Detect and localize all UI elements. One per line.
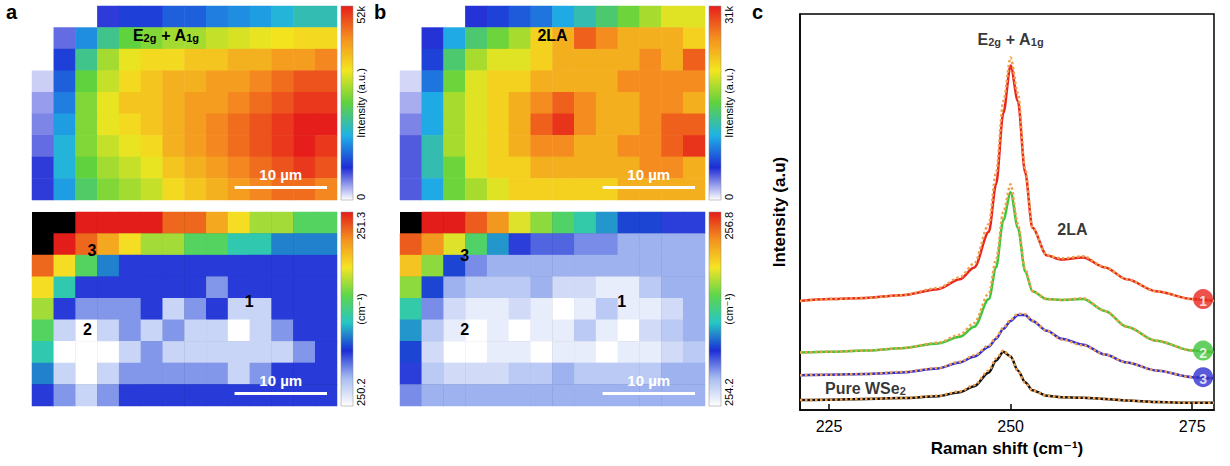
svg-text:250.2: 250.2 [355, 378, 367, 406]
svg-text:(cm⁻¹): (cm⁻¹) [723, 293, 735, 324]
svg-text:250: 250 [997, 418, 1024, 435]
svg-text:Intensity (a.u.): Intensity (a.u.) [723, 68, 735, 138]
svg-text:3: 3 [88, 242, 97, 259]
svg-text:1g: 1g [186, 32, 199, 44]
svg-text:1: 1 [245, 293, 254, 310]
svg-text:2g: 2g [988, 36, 1001, 48]
svg-text:1g: 1g [1031, 36, 1044, 48]
svg-text:10 µm: 10 µm [259, 166, 302, 183]
svg-text:+ A: + A [1001, 31, 1031, 48]
svg-text:Intensity (a.u): Intensity (a.u) [770, 157, 789, 268]
svg-text:2LA: 2LA [1057, 221, 1088, 238]
svg-text:3: 3 [1199, 371, 1207, 387]
svg-text:b: b [374, 1, 386, 23]
svg-text:(cm⁻¹): (cm⁻¹) [355, 293, 367, 324]
svg-text:Raman shift (cm⁻¹): Raman shift (cm⁻¹) [931, 439, 1084, 458]
svg-text:0: 0 [355, 194, 367, 200]
svg-text:251.3: 251.3 [355, 212, 367, 240]
svg-text:2: 2 [900, 385, 906, 397]
svg-text:Intensity (a.u.): Intensity (a.u.) [355, 68, 367, 138]
svg-text:1: 1 [1199, 293, 1207, 309]
svg-text:2: 2 [1199, 345, 1207, 361]
svg-text:52k: 52k [355, 6, 367, 24]
svg-text:3: 3 [460, 247, 469, 264]
svg-text:a: a [6, 1, 18, 23]
svg-text:10 µm: 10 µm [627, 372, 670, 389]
svg-text:31k: 31k [723, 6, 735, 24]
svg-text:c: c [752, 1, 763, 23]
svg-text:2LA: 2LA [537, 27, 568, 44]
svg-text:0: 0 [723, 194, 735, 200]
svg-text:E: E [978, 31, 989, 48]
svg-text:1: 1 [617, 293, 626, 310]
svg-text:2g: 2g [144, 32, 157, 44]
svg-text:Pure WSe: Pure WSe [825, 380, 900, 397]
svg-text:10 µm: 10 µm [259, 372, 302, 389]
svg-text:2: 2 [83, 321, 92, 338]
svg-text:10 µm: 10 µm [627, 166, 670, 183]
svg-text:275: 275 [1179, 418, 1206, 435]
svg-text:E: E [133, 27, 144, 44]
svg-text:225: 225 [816, 418, 843, 435]
svg-text:254.2: 254.2 [723, 378, 735, 406]
svg-text:2: 2 [460, 321, 469, 338]
svg-text:+ A: + A [157, 27, 187, 44]
svg-text:256.8: 256.8 [723, 212, 735, 240]
